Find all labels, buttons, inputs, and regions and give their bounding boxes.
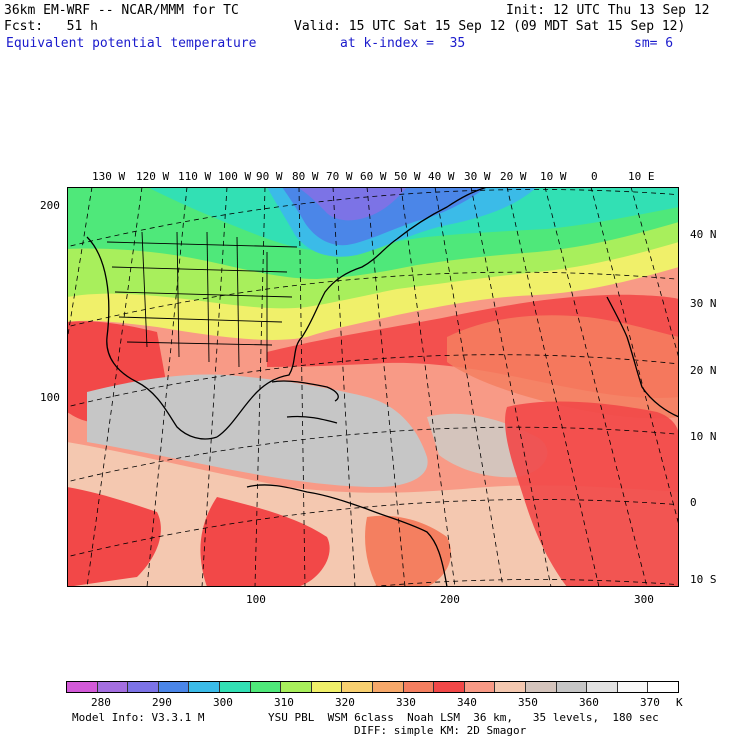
lat-label: 30 N [690, 297, 717, 310]
lat-label: 10 N [690, 430, 717, 443]
legend-swatch [495, 682, 526, 692]
legend-swatch [648, 682, 678, 692]
grid-label-x: 200 [440, 593, 460, 606]
legend-swatch [311, 682, 343, 692]
legend-swatch [372, 682, 404, 692]
lon-label: 90 W [256, 170, 283, 183]
level-label: at k-index = 35 [340, 36, 466, 51]
lon-label: 10 E [628, 170, 655, 183]
legend-tick-label: 320 [335, 696, 355, 709]
legend-tick-label: 360 [579, 696, 599, 709]
lat-label: 10 S [690, 573, 717, 586]
lon-label: 110 W [178, 170, 212, 183]
grid-label-x: 300 [634, 593, 654, 606]
legend-swatch [128, 682, 159, 692]
lon-label: 30 W [464, 170, 491, 183]
legend-tick-label: 290 [152, 696, 172, 709]
lon-label: 50 W [394, 170, 421, 183]
lat-label: 40 N [690, 228, 717, 241]
field-name: Equivalent potential temperature [6, 36, 257, 51]
lon-label: 80 W [292, 170, 319, 183]
legend-tick-label: 370 [640, 696, 660, 709]
legend-swatch [434, 682, 465, 692]
lon-label: 10 W [540, 170, 567, 183]
lon-label: 70 W [326, 170, 353, 183]
lon-label: 20 W [500, 170, 527, 183]
lat-label: 20 N [690, 364, 717, 377]
legend-swatch [67, 682, 98, 692]
theta-e-map [67, 187, 679, 587]
forecast-hour: Fcst: 51 h [4, 19, 98, 34]
grid-label-y: 100 [40, 391, 60, 404]
legend-swatch [158, 682, 190, 692]
legend-tick-label: 310 [274, 696, 294, 709]
diffusion-info: DIFF: simple KM: 2D Smagor [354, 724, 527, 737]
legend-tick-label: 340 [457, 696, 477, 709]
grid-label-x: 100 [246, 593, 266, 606]
init-time: Init: 12 UTC Thu 13 Sep 12 [506, 3, 710, 18]
legend-swatch [464, 682, 496, 692]
lon-label: 100 W [218, 170, 252, 183]
lon-label: 120 W [136, 170, 170, 183]
model-info: Model Info: V3.3.1 M [72, 711, 205, 724]
legend-swatch [617, 682, 649, 692]
legend-swatch [342, 682, 373, 692]
legend-swatch [281, 682, 312, 692]
legend-swatch [556, 682, 588, 692]
legend-swatch [219, 682, 251, 692]
legend-tick-label: 350 [518, 696, 538, 709]
grid-label-y: 200 [40, 199, 60, 212]
legend-swatch [97, 682, 129, 692]
physics-info: YSU PBL WSM 6class Noah LSM 36 km, 35 le… [268, 711, 659, 724]
legend-swatch [189, 682, 220, 692]
lon-label: 60 W [360, 170, 387, 183]
legend-unit-label: K [676, 696, 683, 709]
lat-label: 0 [690, 496, 697, 509]
lon-label: 40 W [428, 170, 455, 183]
legend-swatch [525, 682, 557, 692]
legend-tick-label: 280 [91, 696, 111, 709]
legend-tick-label: 300 [213, 696, 233, 709]
lon-label: 130 W [92, 170, 126, 183]
legend-swatch [250, 682, 282, 692]
model-title: 36km EM-WRF -- NCAR/MMM for TC [4, 3, 239, 18]
valid-time: Valid: 15 UTC Sat 15 Sep 12 (09 MDT Sat … [294, 19, 686, 34]
smoothing-label: sm= 6 [634, 36, 674, 51]
color-legend-bar [66, 681, 679, 693]
lon-label: 0 [591, 170, 598, 183]
legend-tick-label: 330 [396, 696, 416, 709]
legend-swatch [403, 682, 435, 692]
legend-swatch [587, 682, 618, 692]
